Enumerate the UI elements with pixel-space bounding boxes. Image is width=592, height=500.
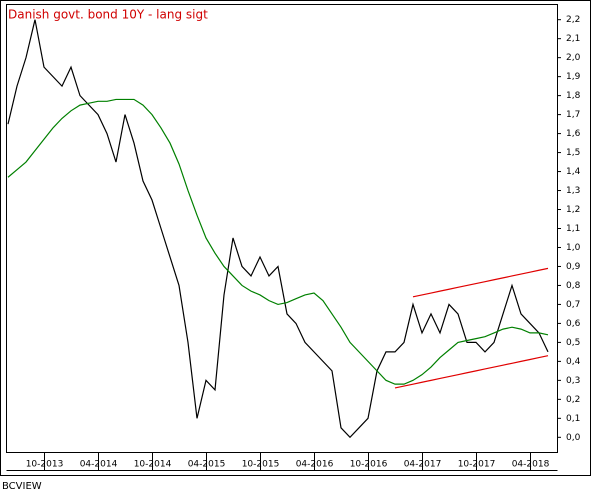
y-tick-label: 1,5 <box>566 148 580 158</box>
y-tick-label: 1,7 <box>566 110 580 120</box>
x-tick-label: 10-2014 <box>134 460 172 470</box>
y-tick-label: 1,9 <box>566 72 581 82</box>
x-tick-label: 04-2014 <box>80 460 118 470</box>
series-line <box>7 98 549 385</box>
series-line <box>7 19 549 439</box>
y-tick-label: 1,2 <box>566 205 580 215</box>
y-tick-label: 0,7 <box>566 300 580 310</box>
y-tick-label: 1,4 <box>566 167 581 177</box>
x-tick-label: 10-2017 <box>458 460 496 470</box>
chart-title: Danish govt. bond 10Y - lang sigt <box>8 8 208 22</box>
y-tick-label: 0,3 <box>566 376 580 386</box>
y-tick-label: 0,6 <box>566 319 581 329</box>
x-tick-label: 10-2015 <box>242 460 280 470</box>
x-tick-label: 04-2017 <box>404 460 442 470</box>
y-tick-label: 2,0 <box>566 53 581 63</box>
y-tick-label: 2,2 <box>566 15 580 25</box>
x-tick-label: 10-2016 <box>350 460 388 470</box>
y-tick-label: 1,0 <box>566 243 581 253</box>
y-tick-label: 2,1 <box>566 34 580 44</box>
y-tick-label: 0,8 <box>566 281 581 291</box>
y-tick-label: 1,1 <box>566 224 580 234</box>
y-tick-label: 0,4 <box>566 357 581 367</box>
x-tick-label: 10-2013 <box>26 460 64 470</box>
x-tick-label: 04-2016 <box>296 460 334 470</box>
series-line <box>394 355 549 389</box>
footer: BCVIEW <box>2 481 42 492</box>
y-tick-label: 0,1 <box>566 414 580 424</box>
x-tick-label: 04-2018 <box>512 460 550 470</box>
y-tick-label: 1,3 <box>566 186 580 196</box>
y-tick-label: 1,6 <box>566 129 581 139</box>
series-line <box>412 267 549 298</box>
y-tick-label: 0,9 <box>566 262 581 272</box>
y-tick-label: 0,2 <box>566 395 580 405</box>
y-tick-label: 0,5 <box>566 338 580 348</box>
frame <box>0 0 591 476</box>
y-tick-label: 0,0 <box>566 433 581 443</box>
y-tick-label: 1,8 <box>566 91 581 101</box>
x-tick-label: 04-2015 <box>188 460 226 470</box>
